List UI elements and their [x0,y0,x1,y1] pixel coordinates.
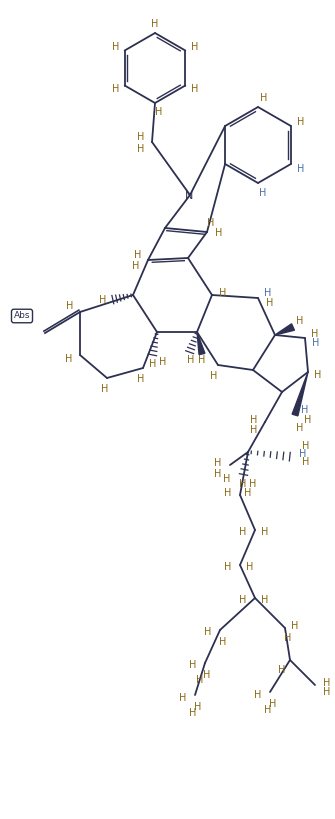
Text: H: H [284,633,292,643]
Text: H: H [194,702,202,712]
Text: H: H [187,355,195,365]
Text: H: H [254,690,262,700]
Text: H: H [151,19,159,29]
Text: H: H [250,415,258,425]
Text: H: H [249,479,257,489]
Text: H: H [261,527,269,537]
Text: H: H [302,457,310,467]
Text: H: H [159,357,167,367]
Text: H: H [112,84,119,94]
Text: H: H [312,338,320,348]
Polygon shape [275,324,294,335]
Text: H: H [261,595,269,605]
Text: H: H [65,354,73,364]
Text: H: H [239,479,247,489]
Text: H: H [155,107,163,117]
Text: H: H [269,699,277,709]
Text: H: H [149,359,157,369]
Text: H: H [189,708,197,718]
Text: H: H [223,474,231,484]
Text: N: N [185,191,193,201]
Text: H: H [291,621,299,631]
Text: H: H [214,458,222,468]
Text: H: H [66,301,74,311]
Text: H: H [204,627,212,637]
Text: H: H [137,132,145,142]
Text: H: H [191,43,198,52]
Text: H: H [134,250,142,260]
Text: H: H [259,188,267,198]
Text: H: H [296,316,304,326]
Text: H: H [189,660,197,670]
Text: H: H [299,449,307,459]
Text: H: H [224,562,232,572]
Text: H: H [323,687,331,697]
Text: H: H [278,665,286,675]
Text: H: H [214,469,222,479]
Text: H: H [224,488,232,498]
Text: H: H [210,371,218,381]
Text: H: H [191,84,198,94]
Text: H: H [137,374,145,384]
Text: H: H [260,93,268,103]
Text: H: H [301,405,309,415]
Text: H: H [311,329,319,339]
Text: H: H [219,637,227,647]
Text: H: H [296,423,304,433]
Text: H: H [198,355,206,365]
Text: H: H [101,384,109,394]
Text: H: H [323,678,331,688]
Text: H: H [314,370,322,380]
Text: Abs: Abs [14,311,30,320]
Text: H: H [179,693,187,703]
Polygon shape [292,372,308,416]
Text: H: H [112,43,119,52]
Text: H: H [246,562,254,572]
Text: H: H [203,670,211,680]
Text: H: H [239,527,247,537]
Text: H: H [250,425,258,435]
Text: H: H [304,415,312,425]
Text: H: H [239,595,247,605]
Text: H: H [99,295,107,305]
Text: H: H [302,441,310,451]
Text: H: H [207,218,215,228]
Text: H: H [264,705,272,715]
Text: H: H [219,288,227,298]
Text: H: H [264,288,272,298]
Text: H: H [297,164,305,174]
Text: H: H [215,228,223,238]
Polygon shape [197,332,205,355]
Text: H: H [266,298,274,308]
Text: H: H [297,117,305,127]
Text: H: H [244,488,252,498]
Text: H: H [132,261,140,271]
Text: H: H [196,675,204,685]
Text: H: H [137,144,145,154]
